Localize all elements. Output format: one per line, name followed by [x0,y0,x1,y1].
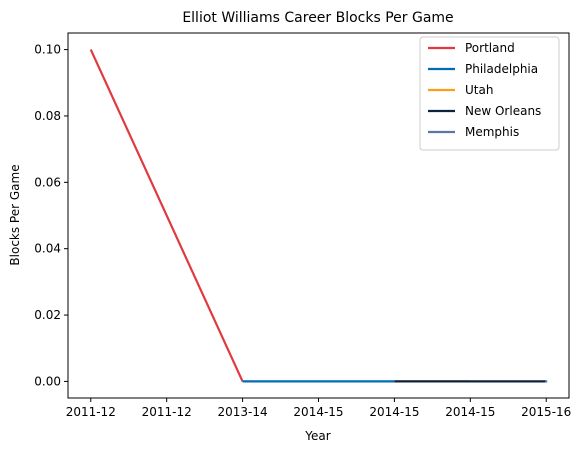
series-point-4 [545,380,548,383]
x-tick-label: 2014-15 [445,405,495,419]
x-tick-label: 2014-15 [369,405,419,419]
x-tick-label: 2013-14 [218,405,268,419]
x-tick-label: 2011-12 [66,405,116,419]
legend-box [419,36,560,151]
legend-label: Memphis [465,125,519,139]
chart-title: Elliot Williams Career Blocks Per Game [182,10,453,26]
y-axis-label: Blocks Per Game [8,164,22,265]
series-line-0 [89,49,244,382]
legend-label: Utah [465,83,493,97]
plot-area: 0.00 0.02 0.04 0.06 0.08 0.10 2011-12 2011-12 20… [34,32,571,419]
legend-label: New Orleans [465,104,541,118]
x-tick-label: 2011-12 [142,405,192,419]
x-tick-label: 2014-15 [293,405,343,419]
y-tick-label: 0.02 [34,308,61,322]
legend-label: Philadelphia [465,62,538,76]
x-axis-label: Year [304,429,330,443]
legend-label: Portland [465,41,515,55]
y-tick-label: 0.00 [34,374,61,388]
y-tick-label: 0.08 [34,109,61,123]
y-tick-label: 0.04 [34,242,61,256]
legend: Portland Philadelphia Utah New Orleans Memph… [419,36,560,151]
y-tick-label: 0.06 [34,175,61,189]
x-tick-label: 2015-16 [521,405,571,419]
y-tick-label: 0.10 [34,43,61,57]
